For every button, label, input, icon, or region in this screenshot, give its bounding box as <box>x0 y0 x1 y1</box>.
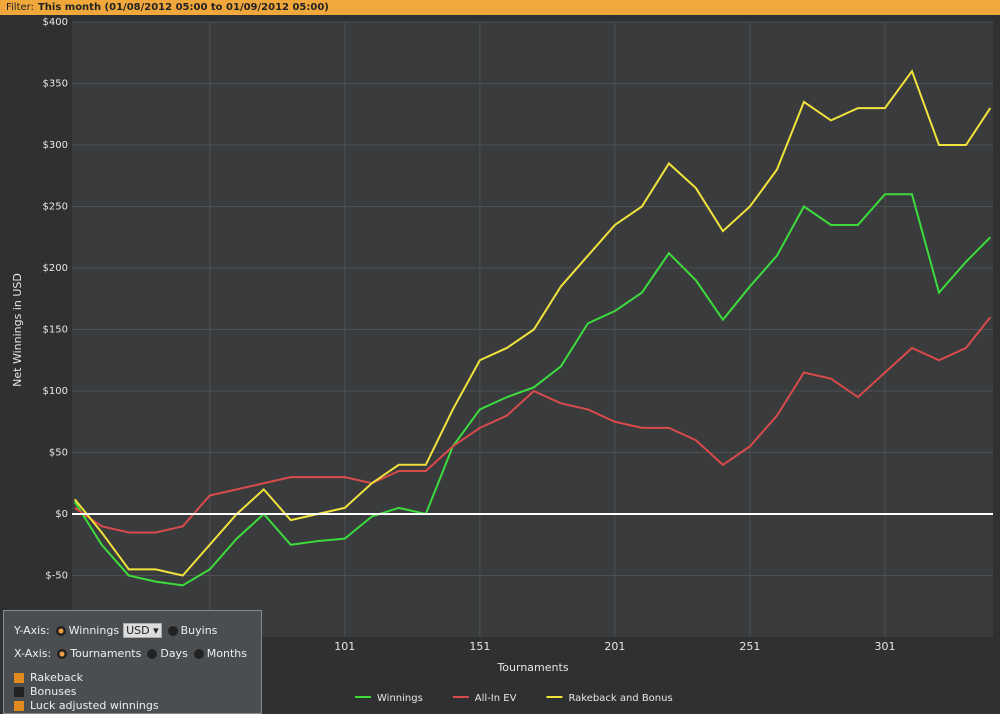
x-tick-label: 151 <box>469 640 490 653</box>
option[interactable]: Buyins <box>180 624 218 637</box>
y-tick-label: $0 <box>55 509 68 520</box>
series-line <box>73 193 992 587</box>
option[interactable]: Months <box>206 647 248 660</box>
filter-label: Filter: <box>6 2 34 13</box>
option[interactable]: Days <box>160 647 188 660</box>
filter-bar: Filter: This month (01/08/2012 05:00 to 0… <box>0 0 1000 15</box>
y-axis-label: Y-Axis: <box>14 624 50 637</box>
y-tick-label: $300 <box>43 140 68 151</box>
checkbox[interactable] <box>14 673 24 683</box>
y-tick-label: $100 <box>43 386 68 397</box>
x-axis-label: Tournaments <box>496 661 568 674</box>
currency-select[interactable]: USD ▾ <box>123 623 162 638</box>
x-tick-label: 201 <box>604 640 625 653</box>
y-tick-label: $50 <box>49 448 68 459</box>
checkbox[interactable] <box>14 701 24 711</box>
y-tick-label: $400 <box>43 17 68 28</box>
legend-label: Rakeback and Bonus <box>568 693 672 704</box>
radio[interactable] <box>147 649 158 659</box>
y-tick-label: $200 <box>43 263 68 274</box>
y-tick-label: $150 <box>43 325 68 336</box>
radio[interactable] <box>57 649 68 659</box>
y-axis-label: Net Winnings in USD <box>11 273 24 387</box>
chart: Net Winnings in USD Tournaments 51101151… <box>11 17 993 704</box>
x-tick-label: 251 <box>739 640 760 653</box>
legend-label: Winnings <box>377 693 423 704</box>
radio[interactable] <box>55 626 66 636</box>
x-tick-label: 301 <box>874 640 895 653</box>
x-axis-label: X-Axis: <box>14 647 52 660</box>
option[interactable]: Winnings <box>68 624 120 637</box>
radio[interactable] <box>167 626 178 636</box>
y-tick-label: $250 <box>43 202 68 213</box>
y-tick-label: $-50 <box>45 571 68 582</box>
option[interactable]: Tournaments <box>70 647 142 660</box>
series-line <box>74 316 992 534</box>
options-panel: Y-Axis: Winnings USD ▾ Buyins X-Axis: Tourna… <box>3 610 262 714</box>
checkbox[interactable] <box>14 687 24 697</box>
checkbox-label[interactable]: Rakeback <box>30 671 84 684</box>
y-tick-label: $350 <box>43 79 68 90</box>
currency: USD <box>126 624 150 637</box>
legend-label: All-In EV <box>475 693 517 704</box>
x-tick-label: 101 <box>334 640 355 653</box>
radio[interactable] <box>193 649 204 659</box>
filter-value: This month (01/08/2012 05:00 to 01/09/20… <box>37 2 329 13</box>
series-line <box>73 69 992 577</box>
checkbox-label[interactable]: Bonuses <box>30 685 77 698</box>
checkbox-label[interactable]: Luck adjusted winnings <box>30 699 159 712</box>
